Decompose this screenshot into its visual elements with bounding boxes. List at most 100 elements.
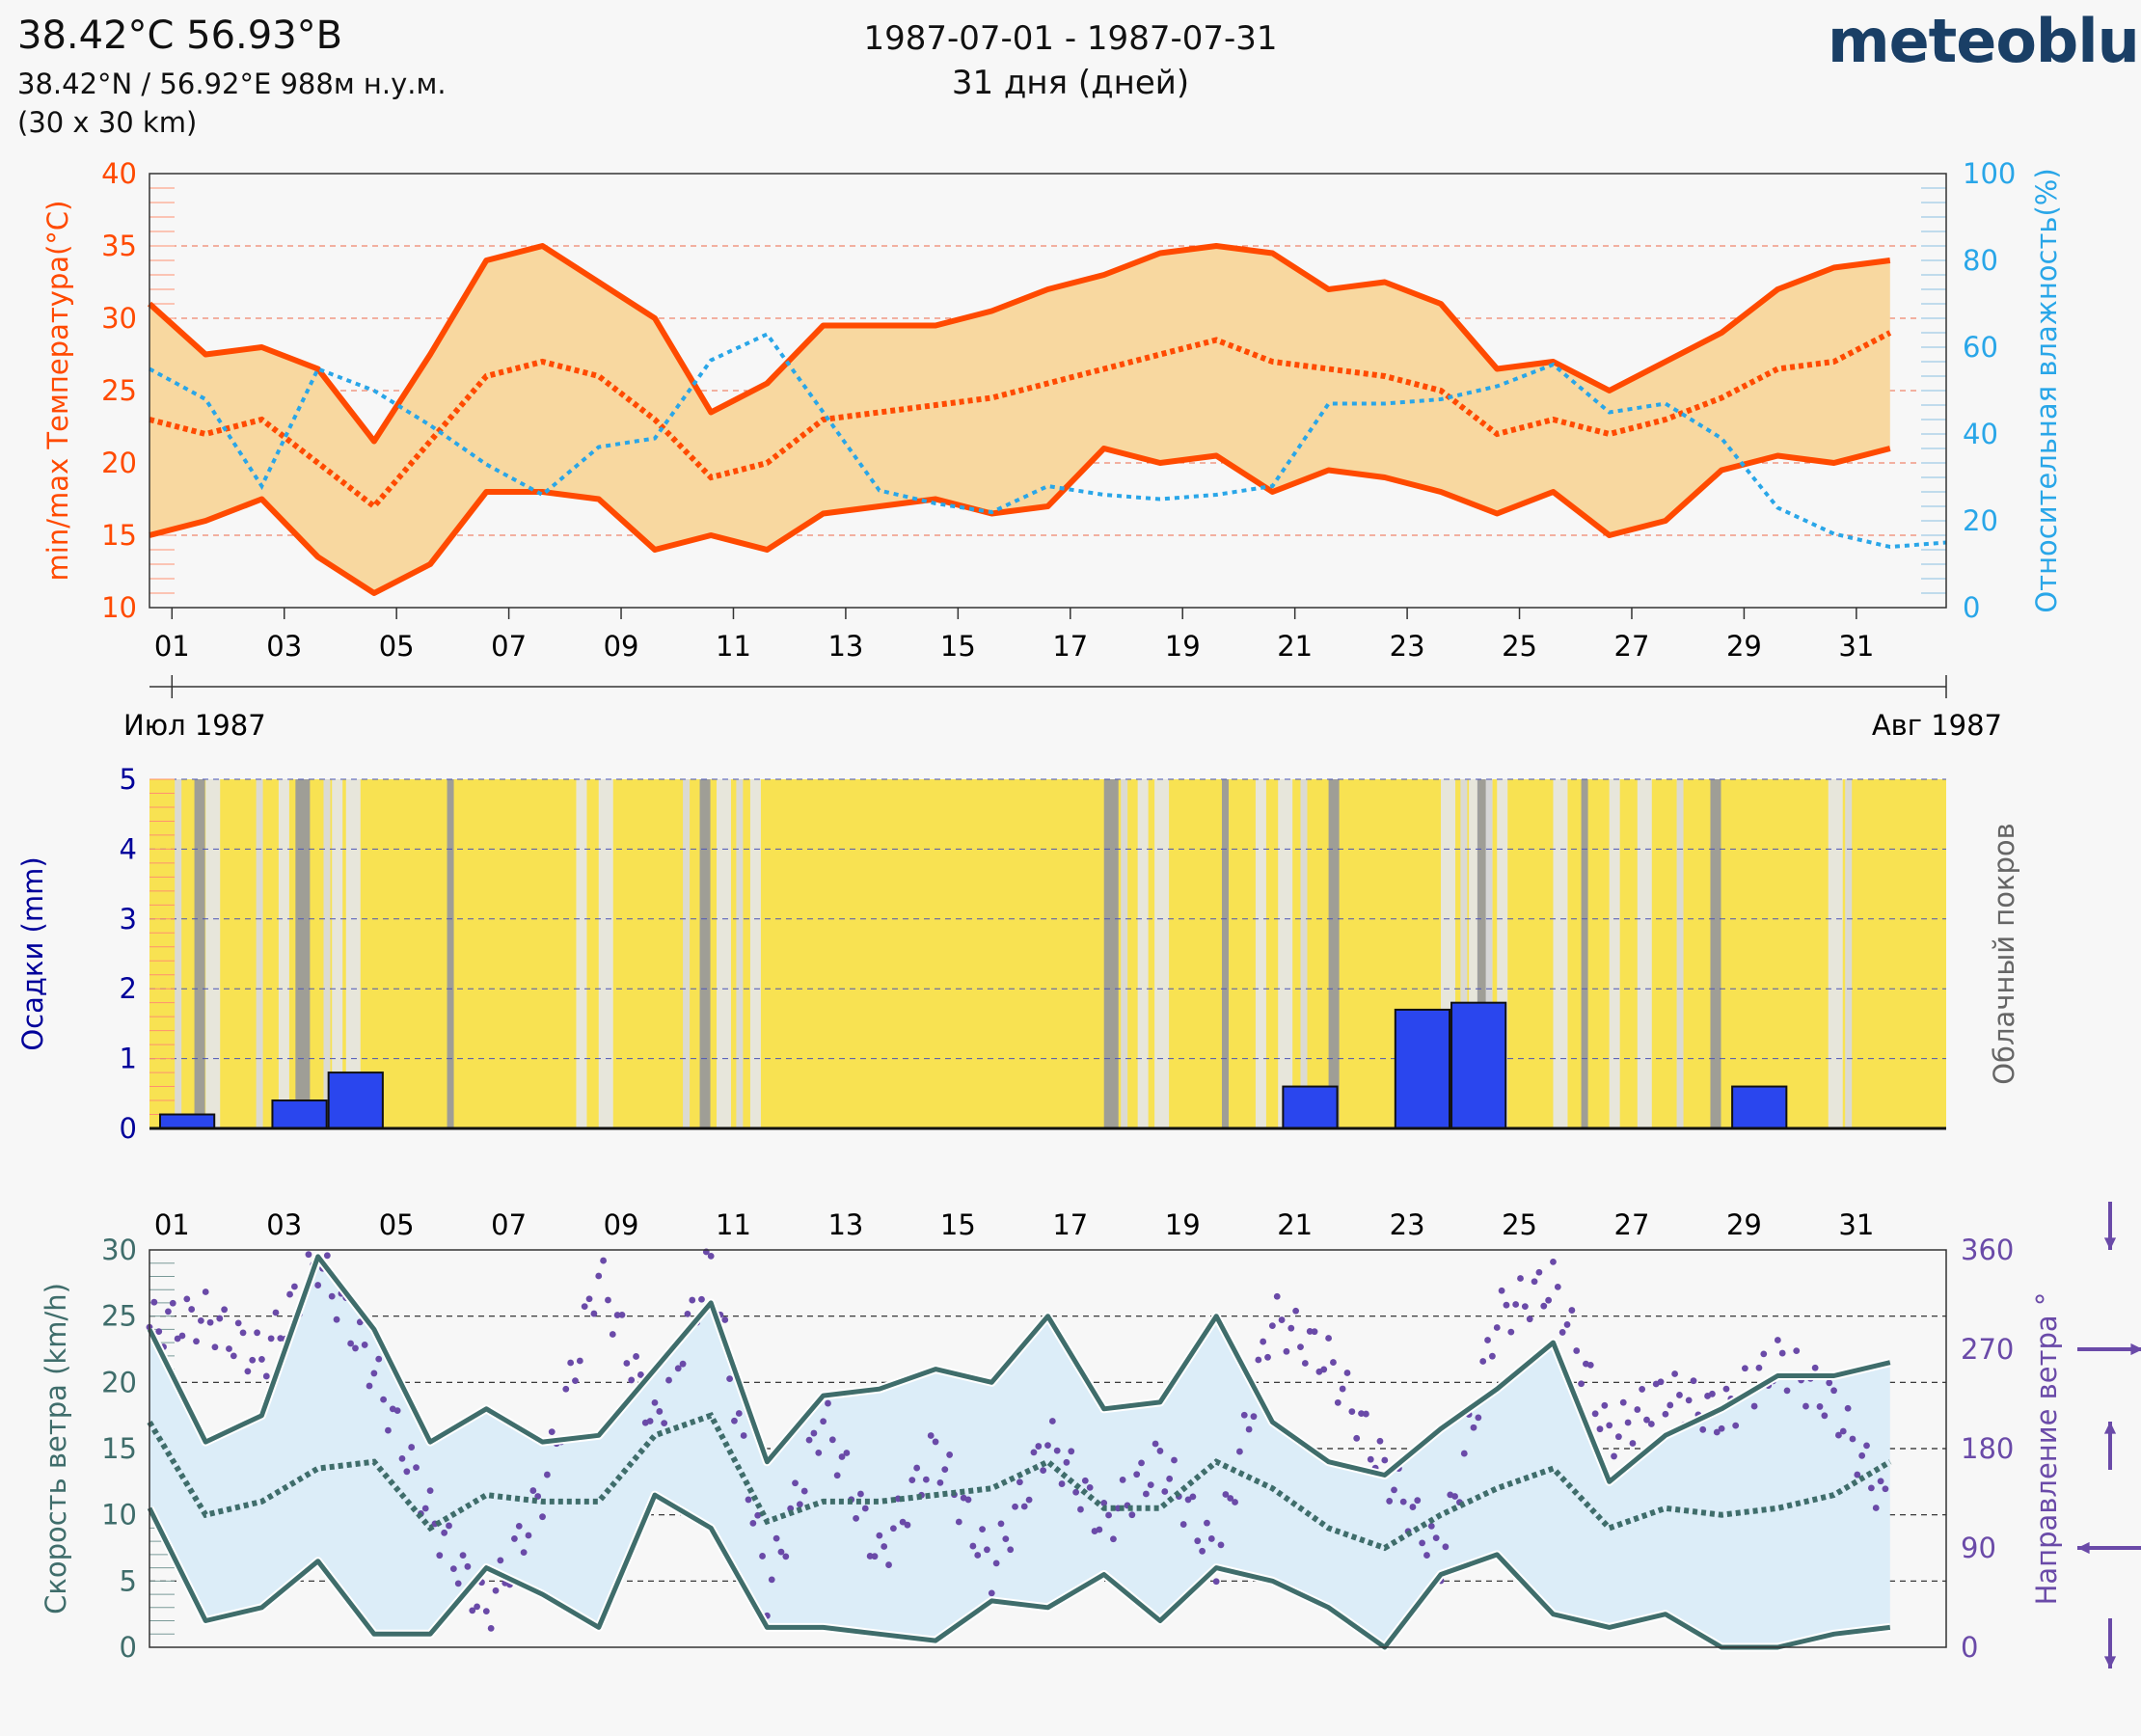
- wind-direction-dot: [815, 1449, 823, 1456]
- wind-direction-dot: [446, 1522, 452, 1530]
- wind-direction-dot: [314, 1282, 322, 1288]
- wind-direction-dot: [623, 1360, 631, 1367]
- wind-direction-dot: [932, 1438, 939, 1446]
- wind-direction-dot: [1493, 1324, 1501, 1331]
- wind-direction-dot: [825, 1399, 831, 1407]
- wind-direction-dot: [838, 1453, 846, 1460]
- wind-direction-dot: [1189, 1493, 1197, 1501]
- wind-day-tick-label: 23: [1390, 1208, 1425, 1241]
- wind-direction-dot: [992, 1560, 1000, 1567]
- wind-direction-dot: [941, 1466, 949, 1474]
- wind-direction-dot: [1535, 1268, 1543, 1276]
- wind-direction-dot: [572, 1377, 579, 1385]
- day-tick-label: 03: [266, 630, 302, 663]
- cloud-cover-stripe: [256, 779, 263, 1128]
- wind-direction-dot: [1152, 1440, 1159, 1448]
- wind-direction-dot: [984, 1546, 990, 1554]
- wind-direction-dot: [421, 1505, 429, 1512]
- wind-direction-dot: [366, 1382, 373, 1390]
- wind-direction-dot: [1381, 1456, 1389, 1464]
- cloud-cover-stripe: [576, 779, 587, 1128]
- wind-direction-dot: [1657, 1378, 1665, 1386]
- wind-speed-tick-label: 25: [101, 1300, 137, 1333]
- cloud-cover-stripe: [1221, 779, 1229, 1128]
- wind-direction-dot: [1414, 1497, 1422, 1505]
- wind-direction-dot: [1012, 1503, 1018, 1510]
- wind-direction-dot: [1432, 1534, 1440, 1542]
- wind-direction-dot: [459, 1552, 467, 1560]
- wind-direction-dot: [482, 1608, 490, 1614]
- temperature-tick-label: 30: [101, 302, 137, 335]
- cloud-cover-stripe: [1553, 779, 1568, 1128]
- wind-direction-dot: [1451, 1493, 1458, 1500]
- wind-direction-dot: [1199, 1547, 1206, 1555]
- wind-direction-dot: [352, 1344, 359, 1352]
- temperature-tick-label: 10: [101, 591, 137, 624]
- wind-day-tick-label: 01: [154, 1208, 190, 1241]
- wind-direction-dot: [520, 1549, 528, 1557]
- wind-direction-dot: [1264, 1353, 1271, 1361]
- wind-direction-dot: [1460, 1450, 1468, 1457]
- wind-direction-dot: [876, 1532, 883, 1539]
- wind-day-tick-label: 11: [716, 1208, 751, 1241]
- cloud-cover-stripe: [1845, 779, 1853, 1128]
- wind-direction-dot: [796, 1501, 803, 1508]
- wind-direction-dot: [361, 1342, 368, 1348]
- wind-direction-dot: [1343, 1370, 1351, 1376]
- wind-direction-dot: [605, 1296, 611, 1304]
- temperature-range-band: [149, 246, 1890, 593]
- wind-day-tick-label: 19: [1165, 1208, 1201, 1241]
- wind-direction-dot: [1016, 1478, 1023, 1486]
- wind-day-tick-label: 25: [1502, 1208, 1537, 1241]
- wind-day-tick-label: 31: [1838, 1208, 1874, 1241]
- wind-direction-dot: [590, 1310, 598, 1317]
- wind-direction-dot: [1035, 1443, 1043, 1450]
- wind-direction-dot: [1563, 1321, 1571, 1328]
- wind-direction-dot: [1578, 1380, 1585, 1388]
- wind-direction-dot: [1260, 1338, 1267, 1345]
- wind-direction-dot: [904, 1521, 911, 1529]
- precipitation-bar: [159, 1113, 216, 1130]
- wind-direction-axis-label: Направление ветра °: [2030, 1292, 2063, 1606]
- wind-direction-dot: [206, 1318, 214, 1326]
- temperature-tick-label: 20: [101, 447, 137, 479]
- wind-direction-dot: [1550, 1258, 1557, 1265]
- wind-direction-dot: [745, 1496, 752, 1504]
- wind-direction-dot: [1128, 1511, 1136, 1519]
- wind-speed-tick-label: 30: [101, 1234, 137, 1266]
- wind-direction-dot: [543, 1471, 551, 1478]
- wind-day-tick-label: 07: [491, 1208, 527, 1241]
- wind-speed-band: [149, 1256, 1890, 1647]
- wind-direction-dot: [413, 1464, 420, 1472]
- wind-direction-dot: [464, 1562, 472, 1570]
- precipitation-bar: [1282, 1085, 1339, 1130]
- wind-direction-dot: [651, 1398, 659, 1406]
- wind-direction-dot: [408, 1444, 416, 1451]
- wind-direction-dot: [1171, 1456, 1178, 1464]
- wind-direction-dot: [749, 1519, 757, 1527]
- wind-day-tick-label: 13: [827, 1208, 863, 1241]
- wind-direction-dot: [562, 1385, 570, 1393]
- wind-direction-dot: [913, 1464, 921, 1472]
- wind-direction-dot: [1699, 1425, 1707, 1433]
- cloud-cover-stripe: [447, 779, 454, 1128]
- day-tick-label: 25: [1502, 630, 1537, 663]
- wind-direction-dot: [1292, 1307, 1300, 1315]
- wind-direction-dot: [1184, 1496, 1192, 1504]
- wind-direction-dot: [684, 1310, 691, 1317]
- wind-direction-dot: [230, 1352, 237, 1360]
- wind-direction-dot: [1849, 1435, 1856, 1443]
- wind-direction-dot: [1709, 1390, 1716, 1397]
- wind-direction-dot: [899, 1518, 907, 1526]
- wind-direction-dot: [889, 1525, 897, 1533]
- cloud-cover-stripe: [295, 779, 311, 1128]
- wind-direction-dot: [262, 1372, 270, 1380]
- wind-direction-dot: [955, 1518, 962, 1526]
- temperature-tick-label: 35: [101, 230, 137, 262]
- wind-direction-dot: [1142, 1490, 1150, 1498]
- day-tick-label: 07: [491, 630, 527, 663]
- wind-direction-dot: [1512, 1301, 1520, 1308]
- wind-direction-dot: [1072, 1488, 1080, 1496]
- wind-direction-dot: [1334, 1398, 1342, 1406]
- min-temperature-line: [149, 446, 1891, 596]
